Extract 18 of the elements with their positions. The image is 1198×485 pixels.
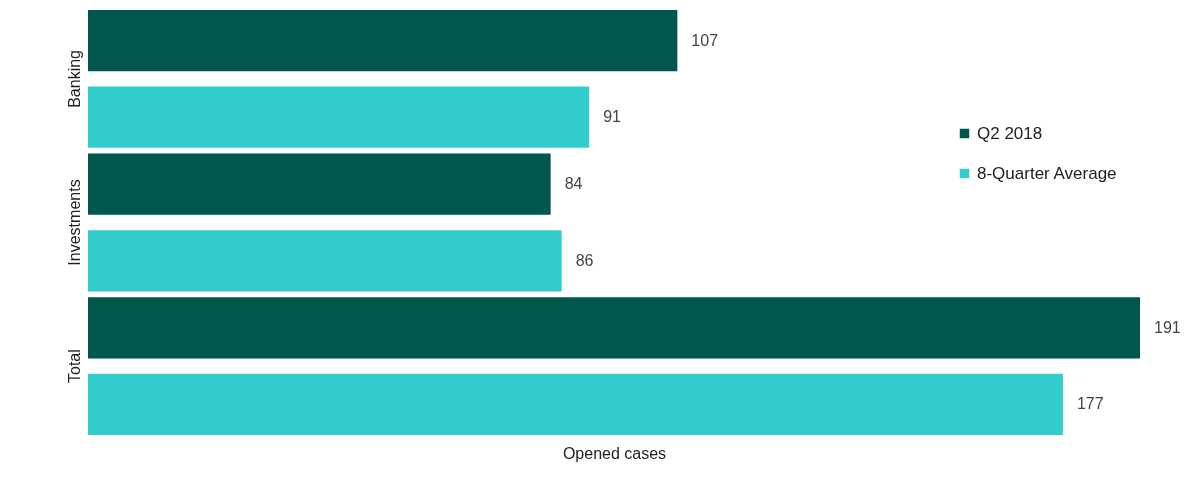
data-label: 177: [1076, 395, 1104, 413]
y-tick-label: Banking: [65, 50, 83, 108]
data-label: 84: [564, 175, 583, 193]
bar: [88, 10, 678, 72]
bar: [88, 373, 1063, 435]
bar: [88, 153, 551, 215]
data-label: 107: [691, 31, 719, 49]
x-axis-title: Opened cases: [562, 444, 667, 462]
data-label: 86: [575, 251, 594, 269]
y-tick-label: Total: [65, 349, 83, 383]
data-label: 91: [603, 108, 622, 126]
y-tick-label: Investments: [65, 179, 83, 266]
data-label: 191: [1154, 318, 1181, 336]
bar: [88, 230, 562, 292]
legend-label: 8-Quarter Average: [977, 163, 1117, 183]
legend-label: Q2 2018: [977, 123, 1043, 143]
bar: [88, 297, 1140, 359]
bar: [88, 86, 590, 148]
